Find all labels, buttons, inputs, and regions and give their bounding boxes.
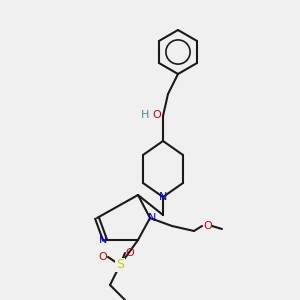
Text: O: O — [153, 110, 161, 120]
Text: O: O — [126, 248, 134, 258]
Text: H: H — [141, 110, 149, 120]
Text: O: O — [99, 252, 107, 262]
Text: S: S — [116, 259, 124, 272]
Text: N: N — [148, 213, 156, 223]
Text: N: N — [99, 235, 107, 245]
Text: N: N — [159, 192, 167, 202]
Text: O: O — [204, 221, 212, 231]
